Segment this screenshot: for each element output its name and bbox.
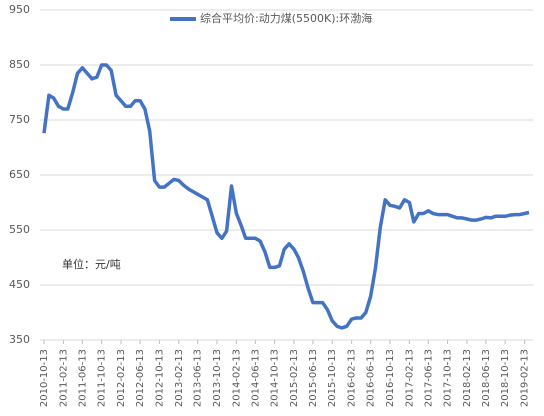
y-tick-label: 850 xyxy=(9,58,30,71)
x-tick-label: 2011-02-13 xyxy=(58,349,69,407)
x-tick-label: 2016-02-13 xyxy=(347,349,358,407)
x-tick-label: 2013-06-13 xyxy=(193,349,204,407)
x-tick-label: 2017-10-13 xyxy=(443,349,454,407)
x-tick-label: 2012-10-13 xyxy=(154,349,165,407)
x-tick-label: 2016-10-13 xyxy=(385,349,396,407)
x-tick-label: 2019-02-13 xyxy=(520,349,531,407)
y-tick-label: 550 xyxy=(9,223,30,236)
x-tick-label: 2012-06-13 xyxy=(135,349,146,407)
x-tick-label: 2018-02-13 xyxy=(462,349,473,407)
data-line xyxy=(42,63,530,330)
x-tick-label: 2017-06-13 xyxy=(423,349,434,407)
y-tick-label: 450 xyxy=(9,278,30,291)
x-tick-label: 2017-02-13 xyxy=(404,349,415,407)
x-tick-label: 2014-06-13 xyxy=(250,349,261,407)
y-tick-label: 650 xyxy=(9,168,30,181)
x-tick-label: 2016-06-13 xyxy=(366,349,377,407)
x-tick-label: 2014-10-13 xyxy=(270,349,281,407)
x-tick-label: 2018-10-13 xyxy=(500,349,511,407)
y-tick-label: 350 xyxy=(9,333,30,346)
y-tick-label: 750 xyxy=(9,113,30,126)
x-tick-label: 2014-02-13 xyxy=(231,349,242,407)
y-tick-label: 950 xyxy=(9,3,30,16)
x-tick-label: 2012-02-13 xyxy=(116,349,127,407)
unit-annotation: 单位：元/吨 xyxy=(62,257,121,271)
x-tick-label: 2018-06-13 xyxy=(481,349,492,407)
x-tick-label: 2015-10-13 xyxy=(327,349,338,407)
x-tick-label: 2015-06-13 xyxy=(308,349,319,407)
x-tick-label: 2011-10-13 xyxy=(97,349,108,407)
x-tick-label: 2015-02-13 xyxy=(289,349,300,407)
legend-label: 综合平均价:动力煤(5500K):环渤海 xyxy=(200,11,372,25)
x-tick-label: 2013-02-13 xyxy=(174,349,185,407)
x-tick-label: 2011-06-13 xyxy=(77,349,88,407)
x-tick-label: 2013-10-13 xyxy=(212,349,223,407)
x-tick-label: 2010-10-13 xyxy=(39,349,50,407)
